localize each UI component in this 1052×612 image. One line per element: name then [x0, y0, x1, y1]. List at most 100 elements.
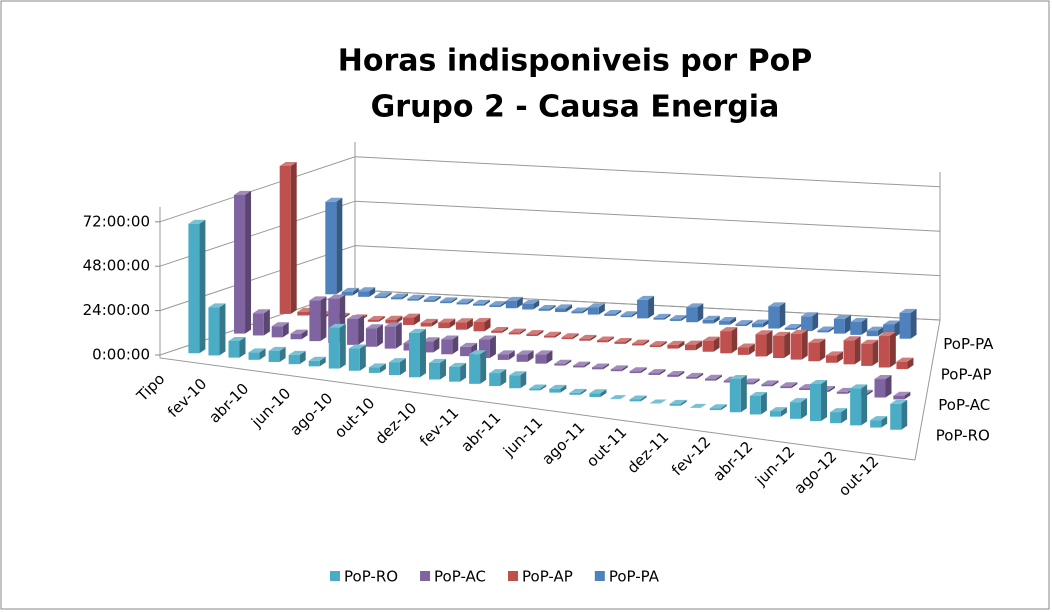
bar-side: [369, 287, 376, 297]
bar: [522, 303, 534, 310]
bar-top: [761, 380, 779, 385]
bar-side: [753, 378, 760, 385]
bar-side: [520, 371, 527, 389]
bar-side: [901, 399, 908, 430]
bar-top: [833, 314, 851, 319]
bar-top: [497, 350, 515, 355]
bar-top: [290, 329, 308, 334]
bar-side: [379, 363, 386, 373]
bar-side: [546, 350, 553, 364]
bar: [768, 306, 780, 329]
bar-side: [555, 331, 562, 338]
bar-side: [664, 313, 671, 320]
bar-top: [508, 328, 526, 333]
bar-side: [713, 336, 720, 352]
bar-top: [609, 395, 627, 400]
bar-side: [560, 384, 567, 393]
bar-side: [866, 389, 873, 396]
bar-top: [505, 296, 523, 301]
legend-label: PoP-RO: [344, 568, 398, 586]
bar: [825, 355, 837, 363]
bar-side: [566, 304, 573, 313]
bar-top: [810, 380, 828, 385]
bar-top: [554, 359, 572, 364]
bar: [604, 314, 616, 316]
bar-top: [491, 326, 509, 331]
bar-top: [702, 315, 720, 320]
bar: [526, 334, 538, 336]
bar-side: [440, 358, 447, 380]
bar: [571, 311, 583, 314]
bar: [755, 334, 767, 357]
bar: [497, 354, 509, 360]
bar-top: [422, 337, 440, 342]
bar-top: [248, 348, 266, 353]
bar-side: [861, 317, 868, 335]
bar-side: [889, 332, 896, 368]
bar-top: [632, 339, 650, 344]
bar: [348, 348, 360, 371]
bar-top: [899, 308, 917, 313]
bar-side: [396, 315, 403, 324]
bar-side: [466, 318, 473, 330]
bar: [836, 391, 848, 394]
bar-side: [640, 367, 647, 374]
bar-top: [549, 384, 567, 389]
bar-top: [629, 395, 647, 400]
bar: [516, 354, 528, 362]
bar: [648, 373, 660, 375]
bar-top: [769, 407, 787, 412]
bar-side: [713, 315, 720, 324]
bar-top: [591, 363, 609, 368]
bar-side: [836, 351, 843, 363]
bar-side: [659, 369, 666, 375]
bar: [810, 384, 822, 422]
bar-side: [449, 318, 456, 329]
bar-top: [455, 318, 473, 323]
bar-top: [252, 309, 270, 314]
bar: [749, 395, 761, 415]
bar-top: [649, 341, 667, 346]
bar-top: [469, 350, 487, 355]
bar-side: [904, 391, 911, 400]
bar: [385, 319, 397, 324]
legend-label: PoP-PA: [609, 568, 660, 586]
bar-top: [449, 362, 467, 367]
bar-top: [790, 329, 808, 334]
bar-side: [395, 322, 402, 349]
bar-side: [320, 296, 327, 342]
bar-side: [418, 294, 425, 301]
bar-top: [789, 398, 807, 403]
bar-side: [290, 161, 297, 314]
bar: [438, 322, 450, 329]
bar: [388, 362, 400, 376]
bar: [555, 308, 567, 313]
grid-line: [159, 200, 941, 267]
bar-top: [874, 375, 892, 380]
bar-top: [429, 358, 447, 363]
bar-side: [598, 303, 605, 315]
bar-side: [419, 328, 426, 378]
bar-side: [319, 356, 326, 367]
bar-top: [773, 331, 791, 336]
bar: [579, 338, 591, 341]
bar-top: [368, 363, 386, 368]
bar-top: [669, 315, 687, 320]
bar: [374, 296, 386, 299]
bar-top: [850, 384, 868, 389]
bar-top: [604, 310, 622, 315]
bar-side: [533, 299, 540, 310]
bar-side: [500, 369, 507, 387]
bar: [271, 326, 283, 338]
bar-top: [561, 333, 579, 338]
bar-side: [607, 336, 614, 343]
bar-side: [480, 350, 487, 384]
bar: [208, 307, 220, 356]
bar-top: [279, 161, 297, 166]
bar-top: [866, 326, 884, 331]
bar-top: [737, 343, 755, 348]
bar-top: [830, 408, 848, 413]
bar-top: [571, 307, 589, 312]
bar-side: [648, 295, 655, 319]
bar-top: [686, 372, 704, 377]
